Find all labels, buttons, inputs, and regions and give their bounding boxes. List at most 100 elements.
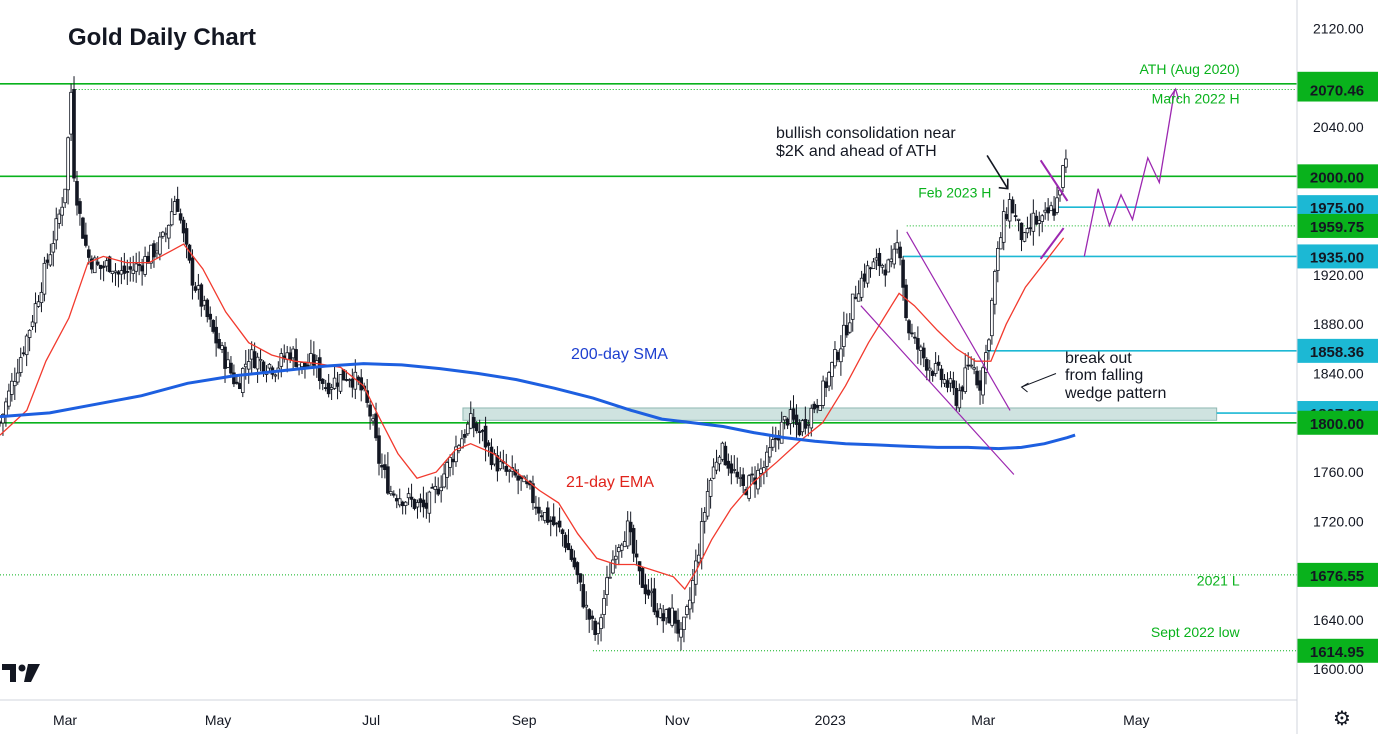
candle-body [853,296,858,299]
candle-body [865,265,870,284]
candle-body [229,362,233,374]
candle-body [587,609,592,620]
candle-body [930,371,935,376]
candle-body [735,471,740,478]
candle-body [235,381,239,384]
candle-body [996,248,1000,271]
candle-body [122,265,127,274]
level-badge-text: 1676.55 [1310,568,1364,585]
candle-body [966,364,971,367]
candle-body [436,488,441,495]
breakout-arrowhead [1020,382,1029,393]
candle-body [895,242,899,250]
level-badge-text: 1858.36 [1310,344,1364,361]
candle-body [128,266,133,270]
candle-body [602,598,606,615]
breakout-label-line2: from falling [1065,367,1143,384]
candle-body [871,261,876,269]
y-tick-label: 2040.00 [1313,119,1364,135]
candle-body [371,418,375,422]
wedge-lower-line [860,305,1015,475]
candle-body [1001,211,1006,243]
candle-body [1025,228,1030,234]
candle-body [596,623,600,634]
candle-body [969,364,973,367]
candle-body [193,286,198,291]
y-tick-label: 1640.00 [1313,612,1364,628]
level-badge-text: 1975.00 [1310,200,1364,217]
candle-body [504,465,509,472]
candle-body [489,446,494,466]
ema-21-line [0,237,1065,591]
candle-body [924,359,929,371]
candle-body [54,218,59,241]
candle-body [338,374,343,392]
x-tick-label: Mar [971,712,995,728]
candle-body [140,265,144,272]
candle-body [98,264,103,269]
candle-body [898,246,902,259]
candle-body [812,403,817,410]
candle-body [954,387,959,406]
candle-body [389,491,393,495]
candle-body [800,420,805,433]
candle-body [448,456,452,468]
candle-body [788,409,793,425]
candle-body [261,361,266,373]
candle-body [60,206,64,216]
price-level-lines: 2075.112070.462000.001975.001959.751935.… [0,71,1378,663]
level-annotation: Sept 2022 low [1151,624,1241,640]
candle-body [957,390,962,409]
candle-body [614,555,618,560]
candle-body [498,461,503,470]
candle-body [15,372,20,383]
candle-body [45,259,50,263]
consolidation-arrowhead [998,178,1009,190]
candle-body [101,265,106,268]
candle-body [1019,222,1024,241]
candle-body [993,271,997,305]
candle-body [907,320,911,334]
y-tick-label: 1600.00 [1313,661,1364,677]
candle-body [468,413,473,429]
candle-body [368,404,372,417]
candle-body [1043,209,1047,213]
level-badge-text: 1800.00 [1310,416,1364,433]
level-badge-1858.36 [1297,338,1378,363]
candle-body [617,547,621,553]
candle-body [249,349,254,360]
candle-body [1061,165,1065,188]
candle-body [575,562,580,576]
candle-body [770,439,775,448]
tradingview-logo-icon[interactable] [2,662,42,684]
candle-body [1022,232,1027,242]
candle-body [818,405,822,411]
consolidation-label-line2: $2K and ahead of ATH [776,143,937,160]
breakout-arrow [1021,373,1057,388]
candle-body [827,372,831,387]
candle-body [569,548,574,560]
candle-body [608,576,612,579]
candle-body [750,473,754,476]
gear-icon[interactable]: ⚙ [1333,706,1351,730]
candle-body [326,382,331,395]
candle-body [551,516,556,526]
candle-body [113,270,118,273]
candle-body [466,423,470,435]
candle-body [981,367,985,396]
candle-body [984,352,988,373]
candle-body [51,243,56,253]
level-badge-2000.00 [1297,164,1378,189]
candle-body [590,615,594,619]
candle-body [842,324,846,347]
candle-body [400,501,405,507]
candle-body [809,407,814,429]
level-annotation: 2021 L [1197,572,1240,588]
candle-body [329,387,334,390]
projection-arrowhead [1169,87,1180,100]
candle-body [726,460,731,469]
candle-body [572,557,577,568]
candle-body [95,261,100,265]
